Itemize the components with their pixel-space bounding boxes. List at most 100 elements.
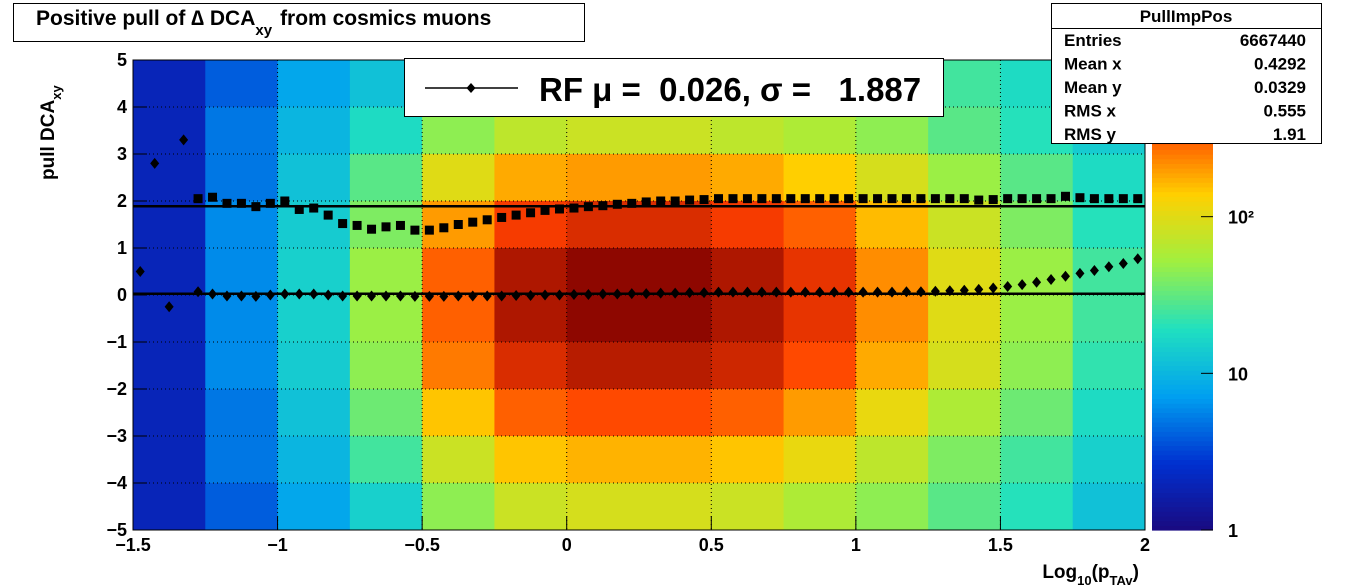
color-bar-step xyxy=(1152,154,1213,160)
heatmap-cell xyxy=(277,436,351,484)
y-tick-label: −5 xyxy=(106,520,127,540)
z-tick-label: 10² xyxy=(1228,208,1254,228)
heatmap-cell xyxy=(277,342,351,390)
data-point xyxy=(887,194,897,204)
data-point xyxy=(988,195,998,205)
data-point xyxy=(439,290,449,302)
data-point xyxy=(1003,281,1013,293)
y-axis-label: pull DCAxy xyxy=(38,85,64,180)
stats-value: 1.91 xyxy=(1273,125,1306,144)
data-point xyxy=(974,283,984,295)
data-point xyxy=(540,289,550,301)
heatmap-cell xyxy=(277,154,351,202)
data-point xyxy=(1017,279,1027,291)
data-point xyxy=(554,204,564,214)
color-bar-step xyxy=(1152,351,1213,357)
heatmap-cell xyxy=(277,248,351,296)
data-point xyxy=(844,194,854,204)
data-point xyxy=(974,195,984,205)
stats-key: Mean y xyxy=(1064,78,1122,97)
color-bar-step xyxy=(1152,478,1213,484)
heatmap-cell xyxy=(711,389,785,437)
heatmap-cell xyxy=(711,201,785,249)
heatmap-cell xyxy=(566,342,640,390)
data-point xyxy=(540,205,550,215)
heatmap-cell xyxy=(277,107,351,155)
heatmap-cell xyxy=(205,483,279,531)
data-point xyxy=(858,194,868,204)
color-bar-step xyxy=(1152,276,1213,282)
data-point xyxy=(786,194,796,204)
heatmap-cell xyxy=(639,483,712,531)
stats-value: 0.4292 xyxy=(1254,55,1306,74)
data-point xyxy=(1133,253,1143,265)
data-point xyxy=(1118,258,1128,270)
data-point xyxy=(800,194,810,204)
color-bar-step xyxy=(1152,224,1213,230)
data-point xyxy=(1104,261,1114,273)
data-point xyxy=(714,194,724,204)
data-point xyxy=(395,220,405,230)
color-bar-step xyxy=(1152,243,1213,249)
data-point xyxy=(583,202,593,212)
data-point xyxy=(800,286,810,298)
data-point xyxy=(323,289,333,301)
data-point xyxy=(685,287,695,299)
data-point xyxy=(988,282,998,294)
data-point xyxy=(367,224,377,234)
heatmap-cell xyxy=(639,295,712,343)
color-bar-step xyxy=(1152,379,1213,385)
data-point xyxy=(583,289,593,301)
y-tick-label: 4 xyxy=(117,97,127,117)
color-bar-step xyxy=(1152,158,1213,164)
heatmap-cell xyxy=(1072,436,1146,484)
x-label-part: 10 xyxy=(1077,573,1091,588)
color-bar-step xyxy=(1152,304,1213,310)
color-bar-step xyxy=(1152,186,1213,193)
data-point xyxy=(526,289,536,301)
heatmap-cell xyxy=(783,436,857,484)
color-bar-step xyxy=(1152,144,1213,150)
color-bar-step xyxy=(1152,370,1213,376)
x-label-part: ) xyxy=(1133,562,1139,583)
color-bar-step xyxy=(1152,271,1213,277)
data-point xyxy=(612,288,622,300)
data-point xyxy=(236,290,246,302)
data-point xyxy=(367,290,377,302)
data-point xyxy=(786,286,796,298)
color-bar-step xyxy=(1152,342,1213,348)
heatmap-cell xyxy=(711,154,785,202)
heatmap-cell xyxy=(349,248,423,296)
heatmap-cell xyxy=(494,436,568,484)
heatmap-cell xyxy=(783,154,857,202)
heatmap-cell xyxy=(639,154,712,202)
heatmap-cell xyxy=(205,295,279,343)
x-axis-label: Log10(pTAv) xyxy=(1042,562,1139,588)
data-point xyxy=(1104,194,1114,204)
heatmap-cell xyxy=(133,436,206,484)
color-bar-step xyxy=(1152,252,1213,258)
data-point xyxy=(930,285,940,297)
color-bar-step xyxy=(1152,318,1213,324)
data-point xyxy=(222,198,232,208)
color-bar-step xyxy=(1152,233,1213,240)
heatmap-cell xyxy=(1000,389,1074,437)
data-point xyxy=(1133,194,1143,204)
data-point xyxy=(208,288,218,300)
data-point xyxy=(873,286,883,298)
y-label-part: pull DCA xyxy=(38,100,59,180)
heatmap-cell xyxy=(928,154,1001,202)
data-point xyxy=(265,289,275,301)
data-point xyxy=(323,210,333,220)
color-bar-step xyxy=(1152,450,1213,456)
data-point xyxy=(381,290,391,302)
data-point xyxy=(728,286,738,298)
heatmap-cell xyxy=(928,483,1001,531)
heatmap-cell xyxy=(1000,201,1074,249)
color-bar-step xyxy=(1152,501,1213,508)
data-point xyxy=(338,290,348,302)
color-bar-step xyxy=(1152,487,1213,493)
heatmap-cell xyxy=(783,483,857,531)
data-point xyxy=(598,201,608,211)
x-tick-label: −0.5 xyxy=(404,535,440,555)
